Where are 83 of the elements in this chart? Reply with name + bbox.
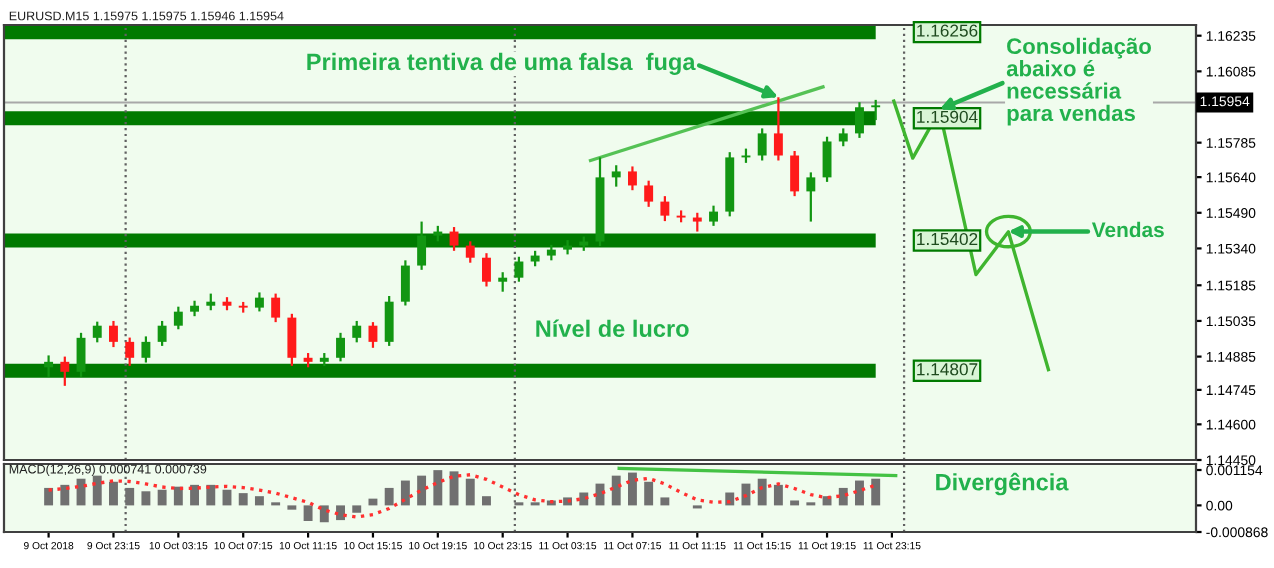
- candlestick: [417, 220, 427, 271]
- annotation: Consolidação abaixo é necessária para vendas: [1006, 37, 1151, 126]
- candlestick: [514, 255, 524, 283]
- candlestick: [611, 164, 621, 188]
- candlestick: [773, 96, 783, 162]
- bar: [660, 497, 670, 506]
- bar: [838, 487, 848, 506]
- candlestick: [271, 292, 281, 324]
- bar: [206, 484, 216, 506]
- candlestick: [660, 195, 670, 223]
- candlestick: [644, 179, 654, 208]
- candlestick: [157, 319, 167, 348]
- line-series: [46, 473, 878, 519]
- candlestick: [465, 240, 475, 264]
- candlestick: [757, 127, 767, 162]
- bar: [92, 475, 102, 506]
- candlestick: [287, 312, 297, 367]
- candlestick: [44, 354, 54, 378]
- bar: [790, 500, 800, 506]
- candlestick: [384, 294, 394, 348]
- bar: [741, 483, 751, 506]
- bar: [627, 472, 637, 506]
- bar: [125, 487, 135, 506]
- candlestick: [498, 271, 508, 293]
- candlestick: [692, 211, 702, 233]
- band-label: 1.15402: [917, 232, 978, 246]
- band-label: 1.16256: [917, 24, 978, 37]
- band-label: 1.15904: [917, 110, 978, 123]
- annotation: Vendas: [1091, 221, 1164, 238]
- candlestick: [76, 331, 86, 378]
- bar: [60, 484, 70, 506]
- candlestick: [60, 355, 70, 387]
- bar: [871, 478, 881, 506]
- candlestick: [109, 319, 118, 349]
- annotation: Nível de lucro: [536, 319, 689, 338]
- candlestick: [482, 252, 491, 288]
- candlestick: [806, 171, 816, 223]
- candlestick: [871, 98, 881, 122]
- bar: [449, 471, 459, 506]
- bar: [433, 470, 443, 506]
- bar: [319, 505, 329, 523]
- bar: [644, 481, 654, 506]
- bar: [482, 496, 491, 506]
- candlestick: [173, 305, 183, 331]
- bar: [400, 480, 410, 506]
- candlestick: [449, 225, 459, 252]
- candlestick: [254, 291, 264, 313]
- candlestick: [790, 149, 800, 198]
- line-series: [892, 99, 1051, 372]
- candlestick: [709, 204, 718, 227]
- bar: [173, 486, 183, 506]
- bar: [336, 505, 345, 521]
- candlestick: [400, 259, 410, 307]
- bar: [855, 480, 864, 506]
- candlestick: [563, 239, 573, 256]
- bar: [44, 487, 54, 506]
- candlestick: [855, 101, 864, 140]
- bar: [190, 484, 200, 506]
- bar: [254, 496, 264, 506]
- candlestick: [125, 336, 135, 367]
- bar: [303, 505, 313, 522]
- band-label: 1.14807: [917, 363, 978, 376]
- candlestick: [141, 335, 151, 364]
- candlestick: [336, 331, 345, 363]
- bar: [368, 498, 378, 506]
- bar: [611, 475, 621, 506]
- bar: [352, 505, 362, 513]
- annotation: Primeira tentiva de uma falsa fuga: [307, 52, 696, 75]
- annotation: Divergência: [936, 472, 1069, 496]
- bar: [238, 493, 248, 506]
- bar: [384, 487, 394, 506]
- bar: [141, 491, 151, 506]
- bar: [109, 481, 118, 506]
- candlestick: [627, 165, 637, 192]
- candlestick: [368, 321, 378, 349]
- bar: [157, 489, 167, 506]
- candlestick: [92, 320, 102, 344]
- candlestick: [822, 135, 832, 183]
- bar: [417, 475, 427, 506]
- bar: [757, 478, 767, 506]
- candlestick: [352, 319, 362, 344]
- bar: [465, 478, 475, 506]
- bar: [773, 484, 783, 506]
